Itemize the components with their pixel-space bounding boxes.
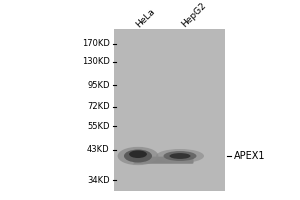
Text: HepG2: HepG2 (180, 1, 208, 29)
Text: HeLa: HeLa (135, 7, 157, 29)
Ellipse shape (118, 147, 158, 165)
Text: 170KD: 170KD (82, 39, 110, 48)
Ellipse shape (164, 151, 196, 161)
Ellipse shape (129, 150, 147, 158)
Ellipse shape (156, 149, 204, 163)
Text: 130KD: 130KD (82, 57, 110, 66)
Text: 43KD: 43KD (87, 145, 110, 154)
Text: 72KD: 72KD (87, 102, 110, 111)
Ellipse shape (124, 150, 152, 162)
Text: APEX1: APEX1 (234, 151, 266, 161)
Text: 95KD: 95KD (87, 81, 110, 90)
Text: 55KD: 55KD (87, 122, 110, 131)
Text: 34KD: 34KD (87, 176, 110, 185)
FancyBboxPatch shape (114, 29, 225, 191)
Ellipse shape (169, 153, 190, 159)
FancyBboxPatch shape (134, 157, 194, 164)
